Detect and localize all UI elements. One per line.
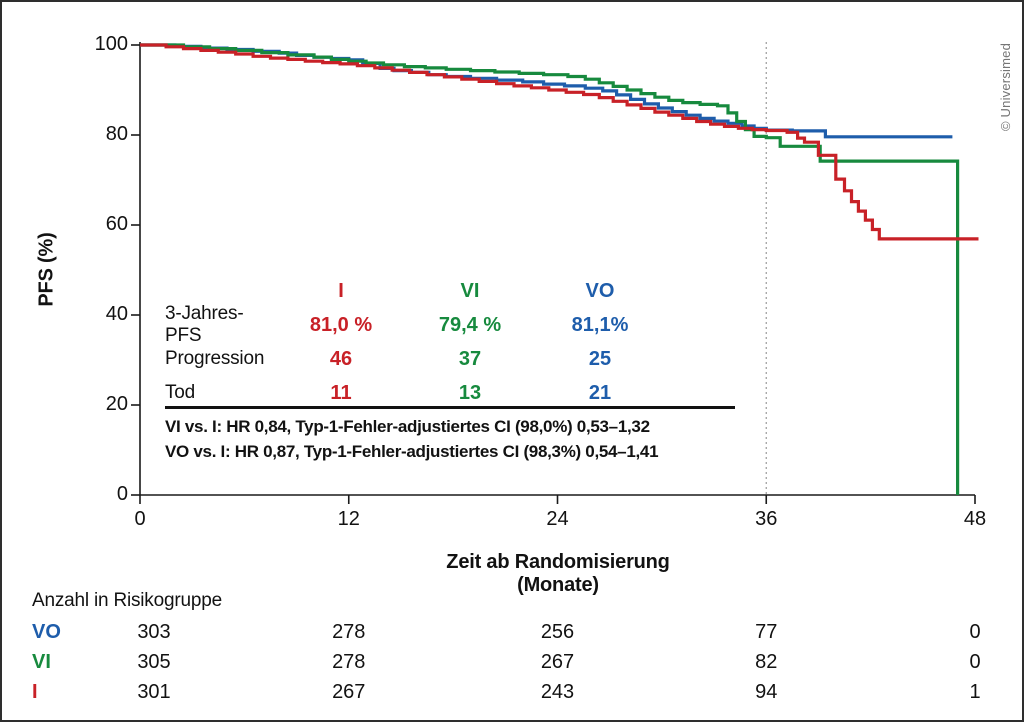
hr-footnotes: VI vs. I: HR 0,84, Typ-1-Fehler-adjustie… — [165, 414, 765, 464]
risk-table-title: Anzahl in Risikogruppe — [32, 590, 222, 611]
risk-group-label-vi: VI — [32, 651, 51, 673]
risk-count-vi-48: 0 — [969, 651, 981, 673]
stats-row-label-progression: Progression — [165, 348, 265, 369]
y-tick-label: 0 — [116, 483, 128, 505]
y-tick-label: 80 — [105, 123, 128, 145]
stats-row-label-3y-pfs: 3-Jahres-PFS — [165, 303, 244, 346]
risk-count-i-12: 267 — [332, 681, 366, 703]
risk-count-i-24: 243 — [540, 681, 575, 703]
curve-I — [140, 43, 979, 241]
x-axis-label: Zeit ab Randomisierung (Monate) — [446, 551, 670, 596]
y-tick-label: 20 — [105, 393, 128, 415]
risk-count-vi-24: 267 — [540, 651, 575, 673]
stats-value-3y-pfs-vi: 79,4 % — [438, 313, 502, 336]
y-tick-label: 100 — [94, 33, 128, 55]
risk-count-vo-24: 256 — [540, 621, 575, 643]
x-tick-label: 36 — [755, 508, 778, 530]
stats-value-tod-vi: 13 — [458, 381, 482, 404]
stats-value-progression-i: 46 — [329, 347, 353, 370]
y-axis-label: PFS (%) — [35, 232, 58, 307]
stats-divider-rule — [165, 406, 735, 409]
risk-count-i-0: 301 — [137, 681, 171, 703]
stats-value-3y-pfs-i: 81,0 % — [309, 313, 373, 336]
y-tick-label: 60 — [105, 213, 128, 235]
x-tick-label: 12 — [337, 508, 360, 530]
stats-value-3y-pfs-vo: 81,1% — [571, 313, 629, 336]
stats-col-header-i: I — [338, 279, 344, 302]
x-tick-label: 24 — [546, 508, 569, 530]
stats-value-tod-i: 11 — [330, 381, 352, 404]
risk-count-i-36: 94 — [755, 681, 778, 703]
risk-count-i-48: 1 — [969, 681, 981, 703]
stats-value-progression-vo: 25 — [588, 347, 612, 370]
risk-count-vo-48: 0 — [969, 621, 981, 643]
risk-count-vo-36: 77 — [755, 621, 778, 643]
risk-count-vi-12: 278 — [332, 651, 366, 673]
copyright-credit: © Universimed — [998, 42, 1013, 132]
risk-count-vo-0: 303 — [137, 621, 171, 643]
x-tick-label: 48 — [963, 508, 987, 530]
risk-count-vi-0: 305 — [137, 651, 171, 673]
stats-col-header-vi: VI — [460, 279, 480, 302]
hr-footnote-vo-vs-i: VO vs. I: HR 0,87, Typ-1-Fehler-adjustie… — [165, 442, 659, 461]
risk-group-label-vo: VO — [32, 621, 61, 643]
x-tick-label: 0 — [134, 508, 146, 530]
stats-value-progression-vi: 37 — [458, 347, 482, 370]
risk-count-vi-36: 82 — [755, 651, 778, 673]
hr-footnote-vi-vs-i: VI vs. I: HR 0,84, Typ-1-Fehler-adjustie… — [165, 417, 650, 436]
stats-table: I VI VO 3-Jahres-PFS 81,0 % 79,4 % 81,1%… — [165, 274, 665, 410]
risk-count-vo-12: 278 — [332, 621, 366, 643]
stats-col-header-vo: VO — [585, 279, 615, 302]
risk-group-label-i: I — [32, 681, 38, 703]
y-tick-label: 40 — [105, 303, 128, 325]
curve-VI — [140, 43, 960, 495]
stats-value-tod-vo: 21 — [588, 381, 612, 404]
curve-VO — [140, 43, 953, 139]
stats-row-label-tod: Tod — [165, 382, 196, 403]
